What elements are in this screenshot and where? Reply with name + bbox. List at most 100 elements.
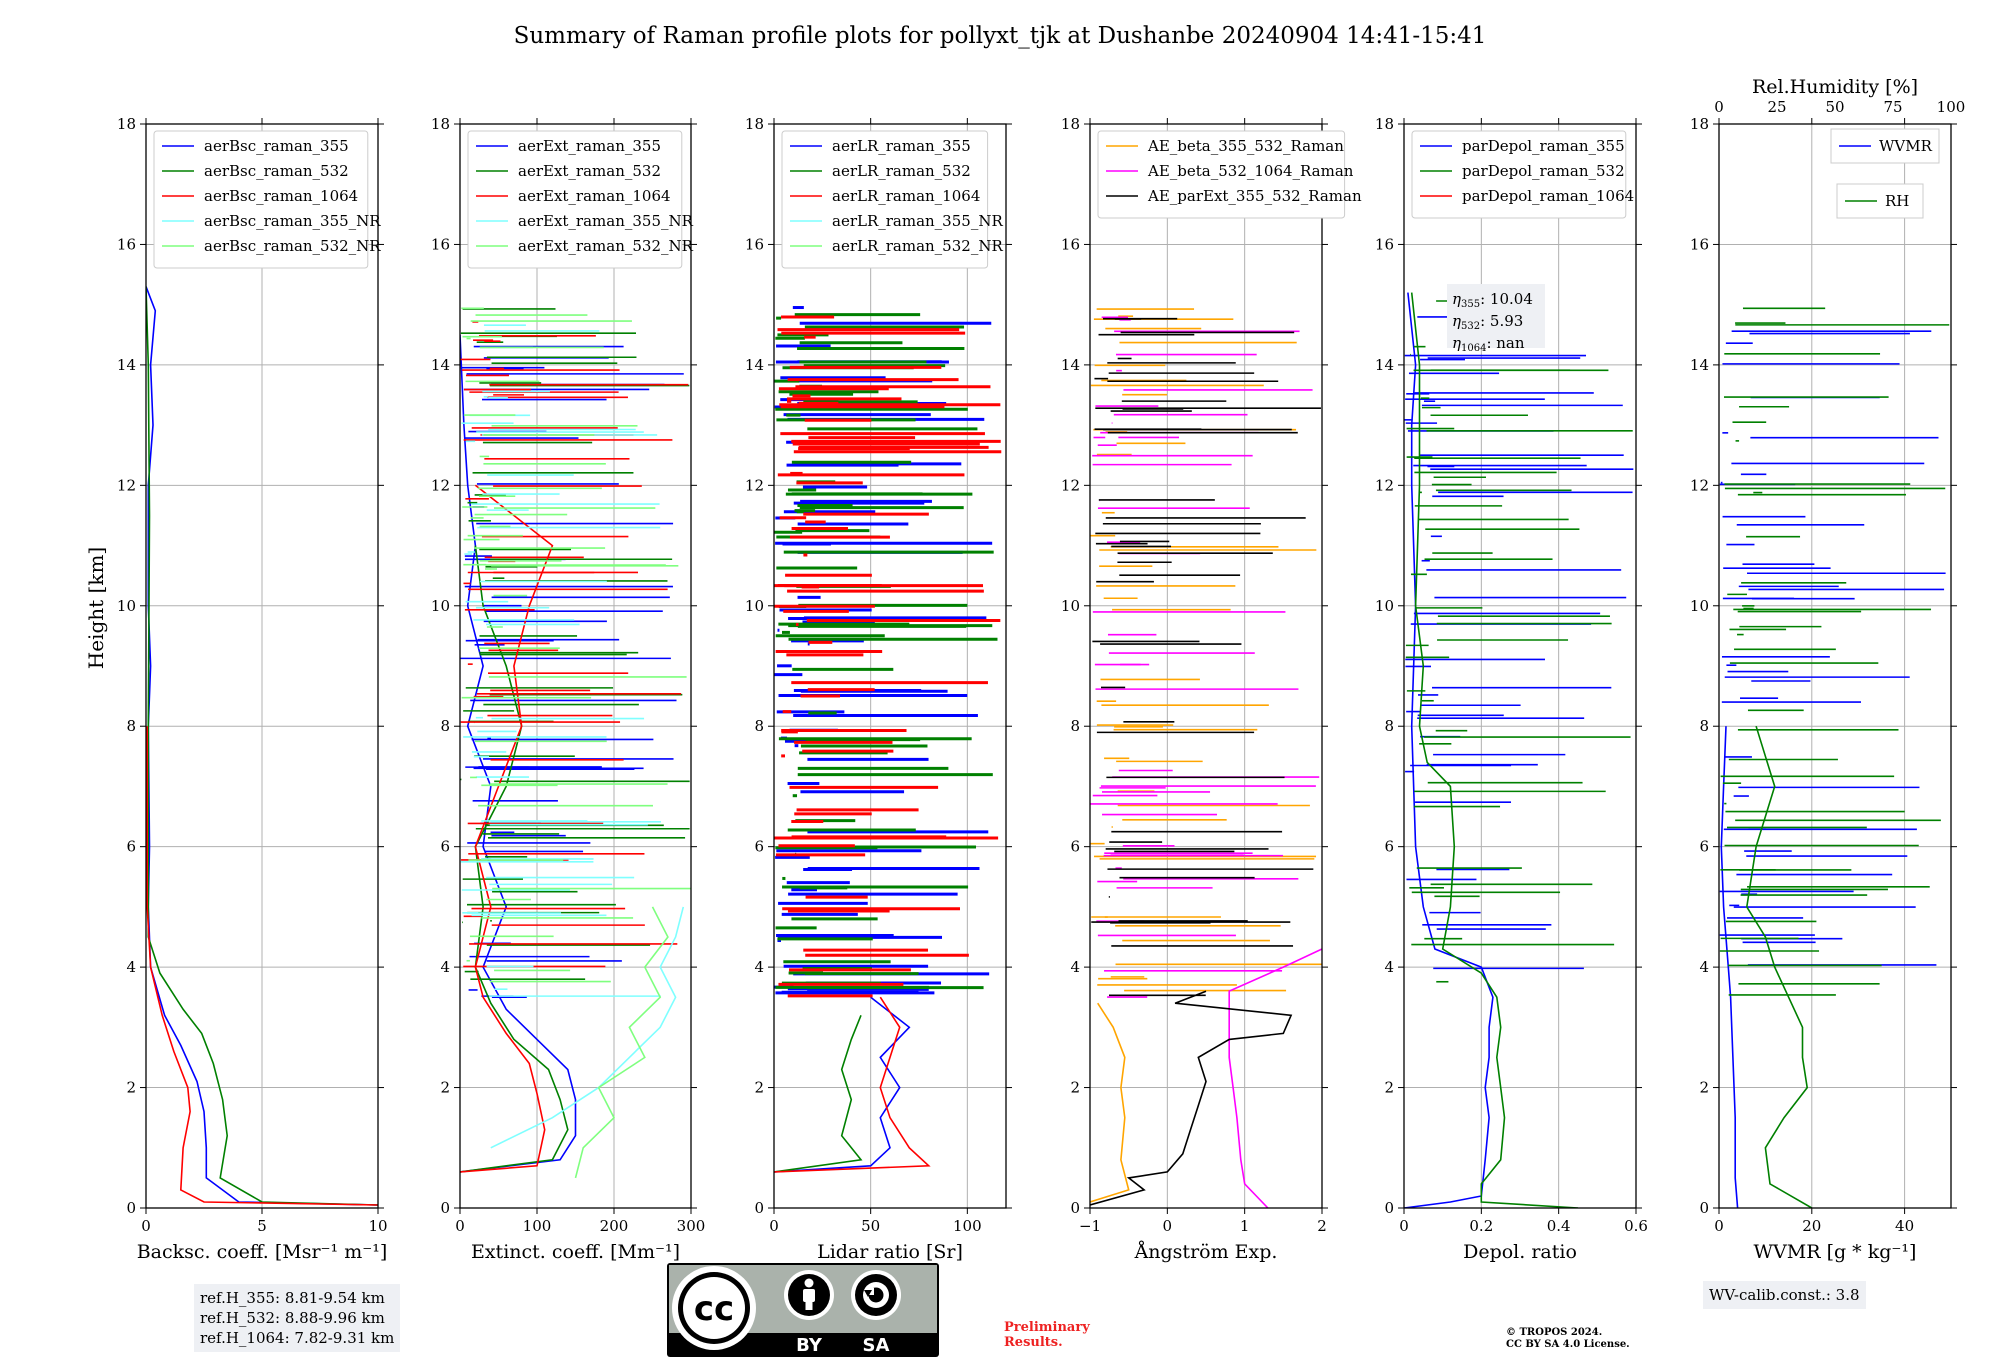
y-tick-label: 0 (1070, 1199, 1080, 1217)
top-axis-label: Rel.Humidity [%] (1752, 76, 1918, 98)
y-tick-label: 4 (126, 958, 136, 976)
legend-label-aerLR_raman_355_NR: aerLR_raman_355_NR (832, 212, 1003, 230)
y-tick-label: 12 (431, 476, 450, 494)
x-tick-label: 0.2 (1469, 1217, 1493, 1235)
x-tick-label: 200 (600, 1217, 629, 1235)
y-tick-label: 0 (1384, 1199, 1394, 1217)
x-axis-label: Extinct. coeff. [Mm⁻¹] (471, 1241, 680, 1263)
series-group (1404, 292, 1634, 1208)
y-tick-label: 6 (440, 838, 450, 856)
legend-label-aerExt_raman_532_NR: aerExt_raman_532_NR (518, 237, 694, 255)
legend-wvmr: WVMR (1830, 128, 1940, 164)
cc-license-badge: cc BY SA (667, 1263, 939, 1357)
x-tick-label: 0 (1714, 1217, 1724, 1235)
panel-depol: 0 0.2 0.4 0.6 0 2 4 6 8 10 12 14 16 18 Depol. ratio par… (1375, 115, 1648, 1263)
y-tick-label: 10 (431, 597, 450, 615)
y-tick-label: 14 (1690, 356, 1709, 374)
x-tick-label: 0.4 (1547, 1217, 1571, 1235)
y-tick-label: 18 (1690, 115, 1709, 133)
figure-title: Summary of Raman profile plots for polly… (514, 23, 1487, 49)
legend-frame (781, 130, 989, 269)
legend-frame (1411, 130, 1627, 219)
series-group (460, 307, 691, 1179)
axes-frame (459, 123, 692, 1209)
by-label: BY (796, 1335, 823, 1356)
y-tick-label: 4 (440, 958, 450, 976)
y-tick-label: 6 (1070, 838, 1080, 856)
y-tick-label: 18 (1061, 115, 1080, 133)
y-tick-label: 14 (1375, 356, 1394, 374)
legend-label-aerLR_raman_355: aerLR_raman_355 (832, 137, 971, 155)
x-axis-label: WVMR [g * kg⁻¹] (1754, 1241, 1917, 1263)
series-line-aerBsc_raman_532 (146, 286, 378, 1206)
top-tick-label: 75 (1883, 98, 1902, 116)
y-tick-label: 18 (745, 115, 764, 133)
series-group (774, 306, 1002, 1173)
x-axis-label: Lidar ratio [Sr] (817, 1241, 963, 1263)
y-tick-label: 16 (117, 235, 136, 253)
y-tick-label: 14 (431, 356, 450, 374)
wv-calib-text: WV-calib.const.: 3.8 (1709, 1286, 1860, 1304)
eta-1064: η1064: nan (1452, 334, 1525, 354)
y-tick-label: 18 (1375, 115, 1394, 133)
axes-frame (1089, 123, 1323, 1209)
series-line-WVMR (1720, 726, 1739, 1208)
y-tick-label: 18 (431, 115, 450, 133)
y-tick-label: 4 (1070, 958, 1080, 976)
y-tick-label: 14 (1061, 356, 1080, 374)
series-line-aerExt_raman_355_NR (490, 906, 685, 1149)
series-line-AE_parExt_355_532_Raman (1090, 990, 1293, 1206)
panel-bsc: 0 5 10 0 2 4 6 8 10 12 14 16 18 Backsc. coeff. [Msr⁻¹… (117, 115, 388, 1263)
cc-icon: cc (694, 1289, 734, 1329)
y-tick-label: 8 (1070, 717, 1080, 735)
legend-label-aerExt_raman_355_NR: aerExt_raman_355_NR (518, 212, 694, 230)
x-axis-label: Backsc. coeff. [Msr⁻¹ m⁻¹] (137, 1241, 388, 1263)
y-tick-label: 0 (1699, 1199, 1709, 1217)
y-axis-label: Height [km] (84, 547, 108, 669)
wv-calibration-box: WV-calib.const.: 3.8 (1703, 1281, 1866, 1309)
y-tick-label: 16 (1375, 235, 1394, 253)
panel-lr: 0 50 100 0 2 4 6 8 10 12 14 16 18 Lidar ratio [Sr] aer… (745, 115, 1012, 1263)
y-tick-label: 0 (754, 1199, 764, 1217)
x-tick-label: 100 (523, 1217, 552, 1235)
axes-frame (1403, 123, 1637, 1209)
y-tick-label: 16 (431, 235, 450, 253)
series-group (1090, 308, 1322, 1208)
y-tick-label: 10 (1375, 597, 1394, 615)
axes-frame (773, 123, 1007, 1209)
panel-ext: 0 100 200 300 0 2 4 6 8 10 12 14 16 18 Extinct. coeff.… (431, 115, 705, 1263)
x-tick-label: −1 (1079, 1217, 1101, 1235)
y-tick-label: 12 (1690, 476, 1709, 494)
y-tick-label: 12 (117, 476, 136, 494)
legend: parDepol_raman_355 parDepol_raman_532 parD… (1411, 130, 1634, 219)
y-tick-label: 18 (117, 115, 136, 133)
x-tick-label: 0 (141, 1217, 151, 1235)
top-tick-label: 25 (1767, 98, 1786, 116)
eta-532: η532: 5.93 (1452, 312, 1523, 332)
legend-label-parDepol_raman_1064: parDepol_raman_1064 (1462, 187, 1634, 205)
y-tick-label: 12 (745, 476, 764, 494)
legend-label-aerLR_raman_1064: aerLR_raman_1064 (832, 187, 980, 205)
top-tick-label: 50 (1825, 98, 1844, 116)
x-tick-label: 300 (677, 1217, 706, 1235)
legend-label-aerExt_raman_355: aerExt_raman_355 (518, 137, 661, 155)
top-tick-label: 0 (1714, 98, 1724, 116)
legend: AE_beta_355_532_Raman AE_beta_532_1064_Ra… (1097, 130, 1362, 219)
y-tick-label: 6 (126, 838, 136, 856)
y-tick-label: 4 (1699, 958, 1709, 976)
y-tick-label: 0 (440, 1199, 450, 1217)
ref-355: ref.H_355: 8.81-9.54 km (200, 1289, 385, 1307)
ref-1064: ref.H_1064: 7.82-9.31 km (200, 1329, 395, 1347)
series-group (146, 286, 378, 1206)
legend-label-rh: RH (1885, 192, 1909, 210)
y-tick-label: 6 (1384, 838, 1394, 856)
y-tick-label: 14 (745, 356, 764, 374)
legend-label-aerExt_raman_1064: aerExt_raman_1064 (518, 187, 671, 205)
y-tick-label: 6 (754, 838, 764, 856)
series-line-aerLR_raman_1064 (774, 996, 931, 1173)
sa-share-icon (863, 1282, 889, 1308)
legend-label-aerExt_raman_532: aerExt_raman_532 (518, 162, 661, 180)
legend-frame (467, 130, 683, 269)
y-tick-label: 6 (1699, 838, 1709, 856)
